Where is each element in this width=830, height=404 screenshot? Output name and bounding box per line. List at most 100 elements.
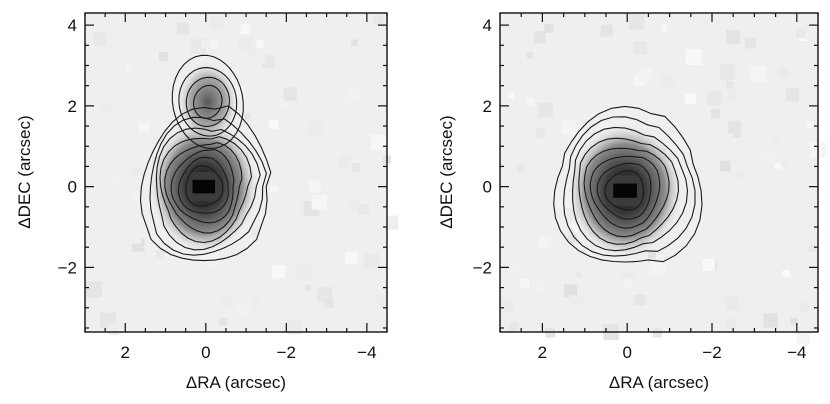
noise-pixel <box>719 291 726 298</box>
noise-pixel <box>771 132 780 142</box>
noise-pixel <box>509 322 518 331</box>
noise-pixel <box>628 14 645 30</box>
y-tick-label: 0 <box>483 178 492 197</box>
noise-pixel <box>638 67 653 82</box>
source-emission <box>177 61 239 143</box>
noise-pixel <box>92 116 102 126</box>
noise-pixel <box>661 25 668 32</box>
x-tick-label: −2 <box>702 343 721 362</box>
noise-pixel <box>710 108 721 119</box>
noise-pixel <box>508 92 515 99</box>
x-tick-label: −4 <box>357 343 376 362</box>
noise-pixel <box>571 223 580 232</box>
noise-pixel <box>790 317 798 326</box>
noise-pixel <box>256 40 265 48</box>
noise-pixel <box>633 41 648 56</box>
contour-line <box>171 54 244 149</box>
noise-pixel <box>132 167 142 177</box>
noise-pixel <box>240 24 251 35</box>
noise-pixel <box>520 279 530 288</box>
noise-pixel <box>808 244 817 253</box>
noise-pixel <box>100 102 112 114</box>
y-tick-label: 0 <box>68 178 77 197</box>
noise-pixel <box>634 294 646 306</box>
noise-pixel <box>115 41 125 51</box>
noise-pixel <box>309 181 321 193</box>
y-tick-label: 2 <box>68 97 77 116</box>
noise-pixel <box>316 286 333 303</box>
contour-line <box>589 155 661 229</box>
y-tick-label: 4 <box>483 16 492 35</box>
noise-pixel <box>270 185 278 192</box>
y-tick-label: 2 <box>483 97 492 116</box>
noise-pixel <box>782 270 790 278</box>
noise-pixel <box>126 65 133 72</box>
noise-pixel <box>726 29 741 45</box>
noise-pixel <box>660 74 674 88</box>
contour-line <box>572 126 689 252</box>
noise-pixel <box>526 51 534 59</box>
y-tick-label: 4 <box>68 16 77 35</box>
noise-pixel <box>796 331 810 345</box>
contour-line <box>170 149 235 224</box>
noise-pixel <box>210 15 224 30</box>
noise-pixel <box>108 172 117 181</box>
noise-pixel <box>800 302 810 312</box>
x-tick-label: 2 <box>538 343 547 362</box>
noise-pixel <box>720 64 736 80</box>
noise-pixel <box>539 235 552 248</box>
noise-pixel <box>785 88 799 102</box>
noise-pixel <box>344 251 358 264</box>
contour-line <box>563 116 696 257</box>
noise-pixel <box>538 102 554 118</box>
noise-pixel <box>305 284 312 291</box>
right-panel: 2 0 −2 −4 −2 0 2 4 ΔRA (arcsec) ΔDEC (arcsec) <box>437 12 827 392</box>
noise-pixel <box>517 165 525 173</box>
noise-pixel <box>85 281 102 298</box>
noise-pixel <box>544 23 554 33</box>
noise-pixel <box>373 15 384 25</box>
noise-pixel <box>796 28 806 39</box>
noise-pixel <box>737 57 746 66</box>
noise-pixel <box>568 234 577 244</box>
noise-pixel <box>209 40 218 49</box>
right-y-axis-label: ΔDEC (arcsec) <box>437 115 456 228</box>
noise-pixel <box>757 148 774 164</box>
left-panel: 2 0 −2 −4 −2 0 2 4 ΔRA (arcsec) ΔDEC (arcsec) <box>15 12 399 392</box>
noise-pixel <box>778 68 789 78</box>
contour-line <box>604 170 644 211</box>
right-x-tick-labels: 2 0 −2 −4 <box>538 343 807 362</box>
noise-pixel <box>737 171 745 179</box>
noise-pixel <box>203 252 218 267</box>
right-plot-frame <box>499 12 819 333</box>
contour-line <box>159 136 253 244</box>
noise-pixel <box>335 281 344 290</box>
noise-pixel <box>284 169 292 177</box>
noise-pixel <box>252 300 260 308</box>
noise-pixel <box>132 191 144 203</box>
noise-pixel <box>237 38 253 53</box>
noise-pixel <box>647 249 656 259</box>
core-pixel-center <box>613 183 637 198</box>
noise-pixel <box>93 32 107 46</box>
noise-pixel <box>383 215 399 230</box>
noise-pixel <box>652 328 663 338</box>
left-image <box>85 15 399 335</box>
noise-pixel <box>623 278 634 288</box>
noise-pixel <box>176 22 189 35</box>
x-tick-label: −2 <box>277 343 296 362</box>
noise-pixel <box>600 24 613 37</box>
y-tick-label: −2 <box>58 258 77 277</box>
noise-pixel <box>684 93 696 105</box>
noise-pixel <box>733 130 741 138</box>
noise-pixel <box>219 294 233 308</box>
noise-pixel <box>311 194 327 211</box>
noise-pixel <box>159 51 169 62</box>
left-y-axis-label: ΔDEC (arcsec) <box>15 115 34 228</box>
noise-pixel <box>740 158 750 169</box>
noise-pixel <box>363 253 379 269</box>
noise-pixel <box>510 261 518 269</box>
right-image <box>500 14 827 345</box>
contour-line <box>185 76 230 127</box>
noise-pixel <box>575 271 582 278</box>
